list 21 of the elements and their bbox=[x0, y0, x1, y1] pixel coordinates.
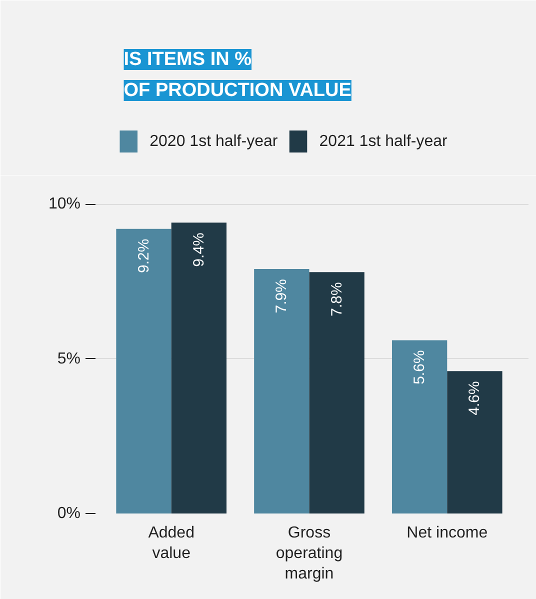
bar bbox=[309, 272, 364, 514]
x-tick-label: Net income bbox=[406, 524, 488, 542]
bar bbox=[116, 228, 172, 514]
bar bbox=[171, 222, 227, 514]
bar bbox=[254, 269, 310, 514]
y-tick-label: 5% bbox=[57, 350, 80, 368]
bar bbox=[447, 371, 502, 514]
data-label: 4.6% bbox=[466, 381, 484, 416]
data-label: 5.6% bbox=[411, 350, 428, 384]
data-label: 9.4% bbox=[190, 232, 208, 267]
data-label: 7.9% bbox=[273, 279, 290, 314]
chart-title: IS ITEMS IN % OF PRODUCTION VALUE bbox=[124, 49, 352, 101]
bar bbox=[392, 340, 448, 514]
legend-label: 2021 1st half-year bbox=[319, 133, 448, 150]
y-tick-label: 0% bbox=[57, 505, 80, 522]
legend-label: 2020 1st half-year bbox=[150, 133, 278, 150]
x-tick-label: Added value bbox=[148, 524, 194, 562]
data-label: 7.8% bbox=[328, 282, 346, 316]
x-tick-label: Gross operating margin bbox=[276, 524, 343, 582]
y-tick-label: 10% bbox=[48, 196, 81, 213]
data-label: 9.2% bbox=[135, 238, 152, 274]
